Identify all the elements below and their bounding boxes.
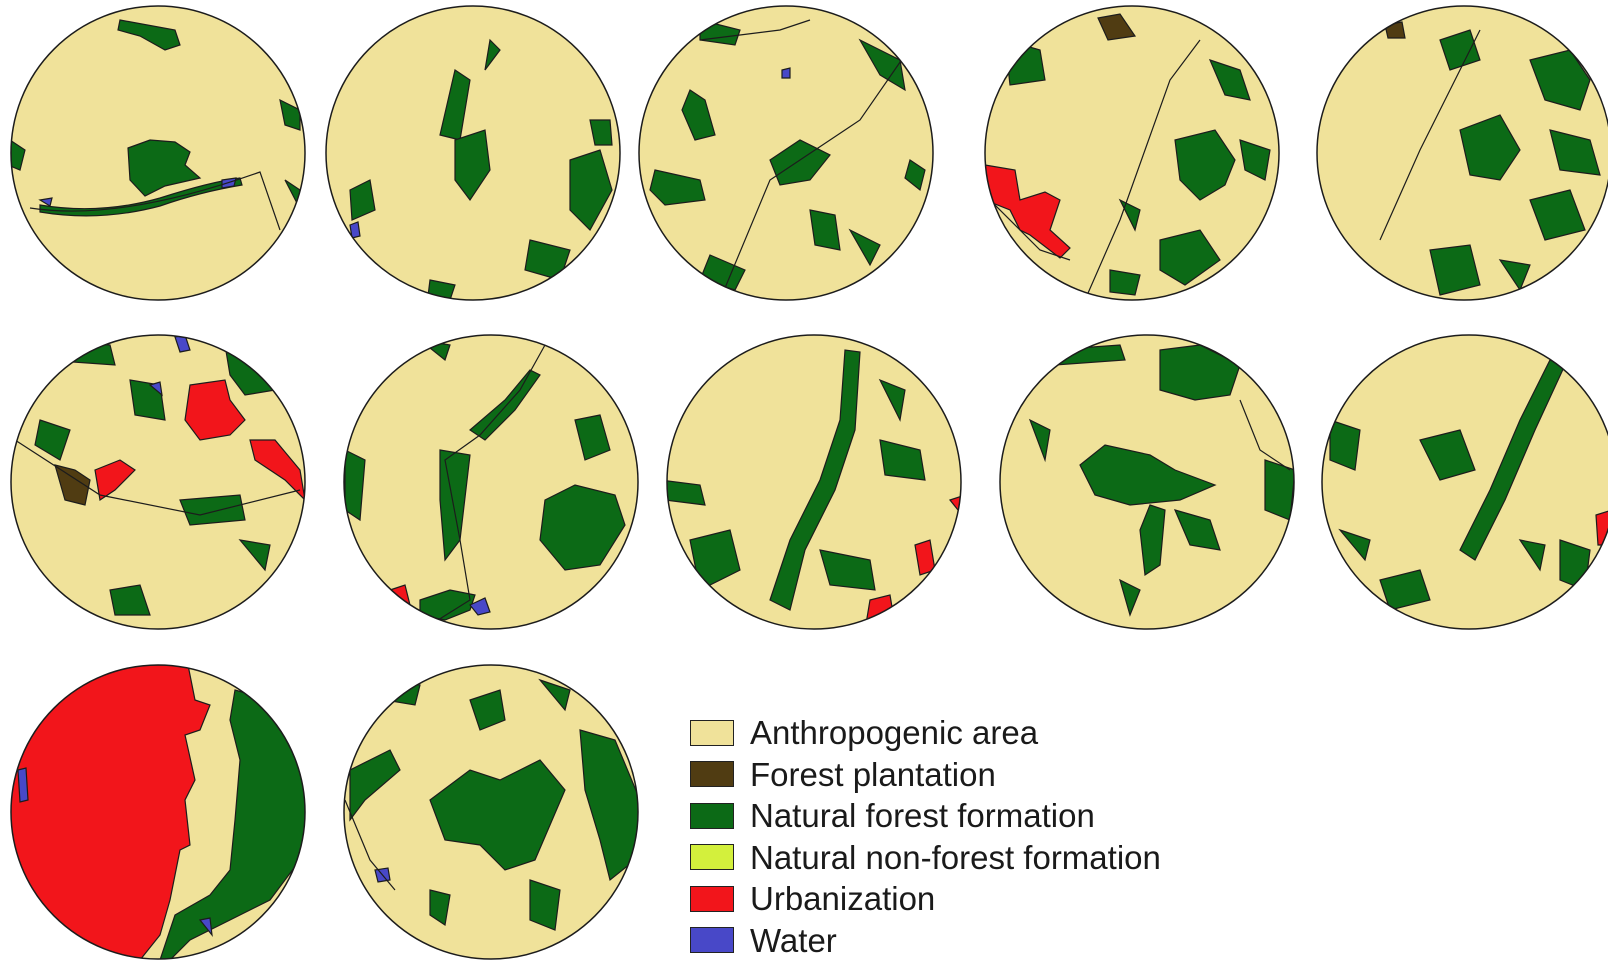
- map-11: [5, 665, 310, 960]
- forest-strip: [810, 210, 840, 250]
- legend-item-urbanization: Urbanization: [690, 878, 1210, 920]
- legend-swatch: [690, 761, 734, 787]
- legend-label: Urbanization: [750, 882, 935, 915]
- legend-item-forest-plantation: Forest plantation: [690, 754, 1210, 796]
- map-12: [344, 665, 640, 959]
- legend-swatch: [690, 927, 734, 953]
- forest-strip: [180, 495, 245, 525]
- map-8: [660, 335, 966, 630]
- forest-patch: [1160, 345, 1240, 400]
- legend-label: Anthropogenic area: [750, 716, 1038, 749]
- map-3: [639, 6, 933, 300]
- urban-patch: [865, 595, 895, 630]
- legend-swatch: [690, 720, 734, 746]
- forest-strip: [40, 340, 115, 365]
- map-6: [11, 335, 305, 629]
- legend-label: Natural forest formation: [750, 799, 1095, 832]
- legend-item-water: Water: [690, 920, 1210, 961]
- map-7: [344, 335, 638, 629]
- urban-patch: [1596, 510, 1608, 545]
- legend-item-natural-forest: Natural forest formation: [690, 795, 1210, 837]
- legend-label: Natural non-forest formation: [750, 841, 1161, 874]
- map-2: [326, 6, 620, 300]
- forest-strip: [1110, 270, 1140, 295]
- legend-label: Water: [750, 924, 837, 957]
- legend-swatch: [690, 803, 734, 829]
- map-9: [1000, 335, 1295, 629]
- map-10: [1322, 335, 1608, 629]
- legend-swatch: [690, 886, 734, 912]
- water-body: [18, 768, 28, 802]
- map-legend: Anthropogenic area Forest plantation Nat…: [690, 712, 1210, 961]
- forest-strip: [380, 680, 420, 705]
- legend-item-anthropogenic: Anthropogenic area: [690, 712, 1210, 754]
- plantation-patch: [1385, 22, 1405, 38]
- legend-swatch: [690, 844, 734, 870]
- water-body: [782, 68, 790, 78]
- legend-item-non-forest: Natural non-forest formation: [690, 837, 1210, 879]
- map-4: [985, 6, 1279, 300]
- map-5: [1317, 6, 1608, 300]
- legend-label: Forest plantation: [750, 758, 996, 791]
- map-1: [8, 6, 305, 300]
